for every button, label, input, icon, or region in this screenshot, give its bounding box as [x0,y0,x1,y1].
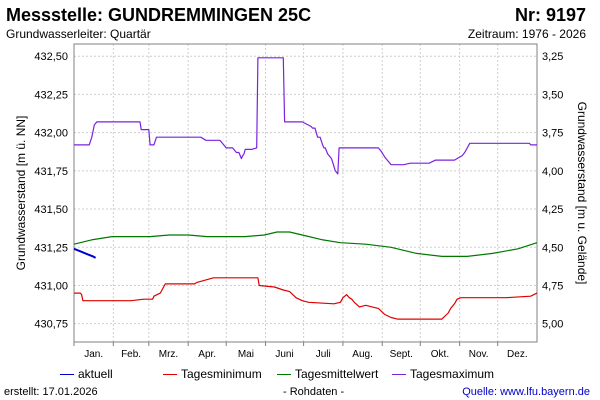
source-link[interactable]: Quelle: www.lfu.bayern.de [462,386,590,398]
legend-swatch-tagesmaximum [392,373,406,375]
period-label: Zeitraum: 1976 - 2026 [467,27,586,41]
ticks: 432,50 3,25 432,25 3,50 432,00 3,75 431,75 4,00… [34,51,563,360]
y-tick-label-right: 3,25 [542,51,563,63]
y-tick-label-left: 430,75 [34,319,68,331]
x-tick-label: Aug. [352,349,373,360]
station-number: Nr: 9197 [514,5,586,25]
legend-item-tagesmaximum: Tagesmaximum [392,367,494,381]
station-title: Messstelle: GUNDREMMINGEN 25C [6,5,312,25]
y-tick-label-right: 4,00 [542,166,563,178]
y-tick-label-left: 431,75 [34,166,68,178]
y-tick-label-right: 3,75 [542,128,563,140]
x-tick-label: Mai [238,349,254,360]
source-url[interactable]: www.lfu.bayern.de [500,386,590,398]
y-tick-label-left: 431,50 [34,204,68,216]
y-axis-label-right: Grundwasserstand [m u. Gelände] [575,102,589,285]
legend-swatch-aktuell [60,373,74,375]
y-tick-label-left: 432,25 [34,89,68,101]
series-line-tagesmittelwert [73,231,538,257]
y-tick-label-right: 5,00 [542,319,563,331]
source-label: Quelle: [462,386,498,398]
y-tick-label-left: 431,00 [34,280,68,292]
y-axis-label-left: Grundwasserstand [m ü. NN] [14,116,28,271]
plot-frame [73,43,538,343]
legend-label-tagesmaximum: Tagesmaximum [410,367,495,381]
aquifer-label: Grundwasserleiter: Quartär [6,27,151,41]
legend-label-tagesmittelwert: Tagesmittelwert [295,367,379,381]
created-date: erstellt: 17.01.2026 [4,386,98,398]
raw-data-note: - Rohdaten - [283,386,345,398]
x-tick-label: Mrz. [159,349,178,360]
legend-swatch-tagesminimum [163,373,177,375]
y-tick-label-right: 4,50 [542,242,563,254]
legend-label-aktuell: aktuell [78,367,113,381]
legend-item-aktuell: aktuell [60,367,113,381]
series-lines [73,57,538,320]
grid [74,44,537,342]
x-tick-label: Apr. [198,349,216,360]
x-tick-label: Sept. [390,349,413,360]
legend-item-tagesmittelwert: Tagesmittelwert [277,367,378,381]
x-tick-label: Jan. [84,349,103,360]
legend-item-tagesminimum: Tagesminimum [163,367,262,381]
x-tick-label: Okt. [431,349,449,360]
series-line-aktuell [73,247,97,259]
y-tick-label-right: 4,25 [542,204,563,216]
x-tick-label: Juli [316,349,331,360]
groundwater-chart: 432,50 3,25 432,25 3,50 432,00 3,75 431,75 4,00… [14,43,589,360]
x-tick-label: Juni [275,349,293,360]
legend-label-tagesminimum: Tagesminimum [181,367,262,381]
series-line-tagesminimum [74,277,538,320]
y-tick-label-right: 3,50 [542,89,563,101]
x-tick-label: Dez. [507,349,528,360]
x-tick-label: Nov. [469,349,489,360]
x-tick-label: Feb. [121,349,141,360]
series-line-tagesmaximum [74,57,537,175]
y-tick-label-left: 431,25 [34,242,68,254]
legend-swatch-tagesmittelwert [277,373,291,375]
y-tick-label-right: 4,75 [542,280,563,292]
y-tick-label-left: 432,00 [34,128,68,140]
y-tick-label-left: 432,50 [34,51,68,63]
